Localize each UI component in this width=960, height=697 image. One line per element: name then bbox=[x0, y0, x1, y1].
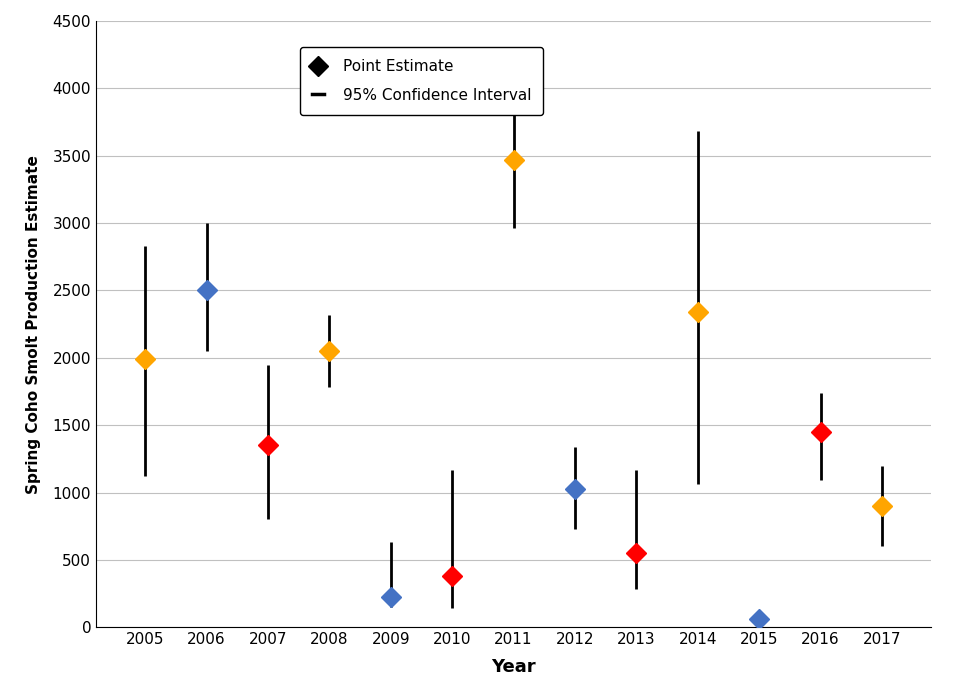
Legend: Point Estimate, 95% Confidence Interval: Point Estimate, 95% Confidence Interval bbox=[300, 47, 543, 115]
Y-axis label: Spring Coho Smolt Production Estimate: Spring Coho Smolt Production Estimate bbox=[27, 155, 41, 493]
X-axis label: Year: Year bbox=[492, 658, 536, 676]
